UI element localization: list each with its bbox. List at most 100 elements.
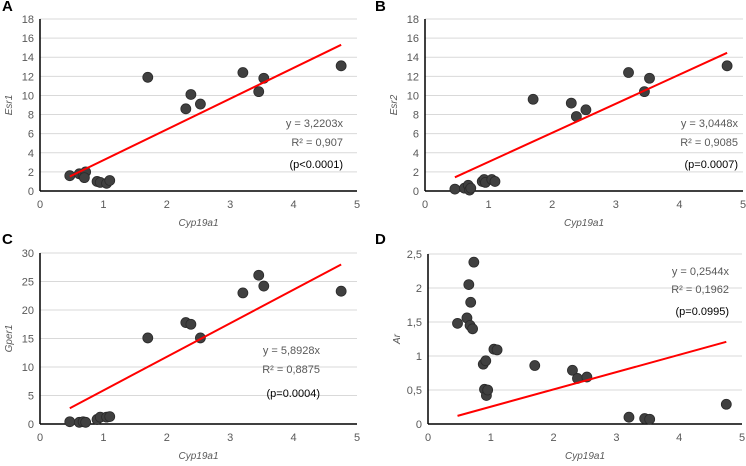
data-point (480, 355, 492, 367)
regression-annotation: y = 0,2544x (672, 266, 730, 278)
panel-d: 0 0,5 1 1,5 2 2,5 0 1 2 3 4 5 Cyp19a1 Ar y = 0,2544x R²… (373, 231, 746, 466)
data-point (644, 72, 655, 84)
data-point (567, 364, 578, 376)
trendline (454, 51, 728, 179)
p-value-annotation: (p=0.0995) (675, 306, 729, 318)
data-point (580, 104, 592, 116)
data-point (449, 183, 461, 195)
regression-annotation: R² = 0,907 (291, 137, 343, 149)
x-tick-label: 0 (425, 432, 431, 444)
x-tick-label: 3 (613, 199, 619, 211)
data-point (452, 317, 463, 329)
y-tick-label: 15 (22, 334, 34, 346)
regression-annotation: R² = 0,1962 (671, 284, 729, 296)
data-point (64, 416, 76, 428)
y-tick-label: 18 (22, 14, 34, 26)
y-tick-label: 0 (28, 186, 34, 198)
x-tick-label: 4 (676, 199, 682, 211)
panel-label: C (2, 231, 13, 248)
x-tick-label: 3 (227, 199, 233, 211)
data-point (489, 176, 501, 187)
y-tick-label: 0 (413, 186, 419, 198)
y-tick-label: 6 (28, 129, 34, 141)
y-axis-title: Gper1 (4, 325, 15, 353)
data-point (721, 60, 733, 72)
y-tick-label: 20 (22, 305, 34, 317)
x-axis-title: Cyp19a1 (178, 218, 218, 229)
x-tick-label: 0 (422, 199, 428, 211)
x-tick-label: 4 (676, 432, 682, 444)
data-point (482, 384, 494, 396)
x-tick-label: 5 (354, 432, 360, 444)
x-tick-label: 1 (488, 432, 494, 444)
regression-annotation: y = 5,8928x (263, 345, 321, 357)
y-tick-label: 2 (416, 283, 422, 295)
data-point (78, 172, 90, 184)
data-point (253, 269, 265, 281)
data-point (623, 411, 635, 423)
data-point (195, 98, 206, 110)
y-tick-label: 25 (22, 277, 34, 289)
data-point (720, 398, 732, 410)
y-axis-title: Ar (392, 333, 403, 345)
x-axis-title: Cyp19a1 (565, 451, 605, 462)
y-tick-label: 30 (22, 248, 34, 260)
regression-annotation: R² = 0,9085 (680, 137, 738, 149)
x-tick-label: 3 (613, 432, 619, 444)
y-tick-label: 4 (28, 148, 34, 160)
data-point (335, 285, 347, 297)
data-point (565, 97, 577, 109)
y-tick-label: 0,5 (407, 385, 422, 397)
y-tick-label: 5 (28, 391, 34, 403)
y-tick-label: 2 (28, 167, 34, 179)
panel-a: 0 2 4 6 8 10 12 14 16 18 0 1 2 3 4 5 Cyp19a1 Esr1 y = 3,22… (0, 0, 373, 233)
panel-b: 0 2 4 6 8 10 12 14 16 18 0 1 2 3 4 5 Cyp19a1 Esr2 y = 3,04… (373, 0, 746, 233)
y-tick-label: 0 (28, 419, 34, 431)
data-point (104, 175, 116, 186)
data-point (253, 86, 265, 98)
x-tick-label: 5 (354, 199, 360, 211)
y-tick-label: 16 (22, 33, 34, 45)
panel-label: D (375, 231, 386, 248)
data-point (623, 67, 634, 78)
x-tick-label: 5 (740, 199, 746, 211)
y-tick-label: 8 (413, 110, 419, 122)
data-point (465, 296, 477, 308)
y-tick-label: 10 (22, 362, 34, 374)
x-axis-title: Cyp19a1 (178, 451, 218, 462)
p-value-annotation: (p<0.0001) (289, 159, 343, 171)
x-tick-label: 1 (100, 199, 106, 211)
y-tick-label: 2,5 (407, 249, 422, 261)
regression-annotation: R² = 0,8875 (262, 364, 320, 376)
y-tick-label: 12 (407, 71, 419, 83)
panel-label: A (2, 0, 13, 15)
y-tick-label: 8 (28, 110, 34, 122)
y-tick-label: 6 (413, 129, 419, 141)
data-point (467, 323, 478, 335)
data-point (529, 360, 541, 371)
trendline (69, 263, 342, 410)
data-point (185, 89, 197, 100)
data-point (142, 71, 154, 83)
x-tick-label: 0 (37, 432, 43, 444)
data-point (258, 280, 270, 292)
x-tick-label: 0 (37, 199, 43, 211)
panel-c: 0 5 10 15 20 25 30 0 1 2 3 4 5 Cyp19a1 Gper1 y = 5,8928… (0, 231, 373, 466)
x-tick-label: 5 (739, 432, 745, 444)
data-point (491, 344, 503, 356)
y-tick-label: 14 (22, 52, 34, 64)
data-point (104, 411, 116, 422)
trendline (69, 43, 342, 178)
data-point (465, 182, 477, 194)
data-point (237, 67, 249, 78)
y-tick-label: 12 (22, 71, 34, 83)
regression-annotation: y = 3,2203x (286, 118, 344, 130)
x-tick-label: 4 (291, 199, 297, 211)
y-tick-label: 10 (22, 90, 34, 102)
x-tick-label: 2 (551, 432, 557, 444)
y-axis-title: Esr2 (389, 94, 400, 115)
p-value-annotation: (p=0.0004) (266, 388, 320, 400)
y-tick-label: 10 (407, 90, 419, 102)
